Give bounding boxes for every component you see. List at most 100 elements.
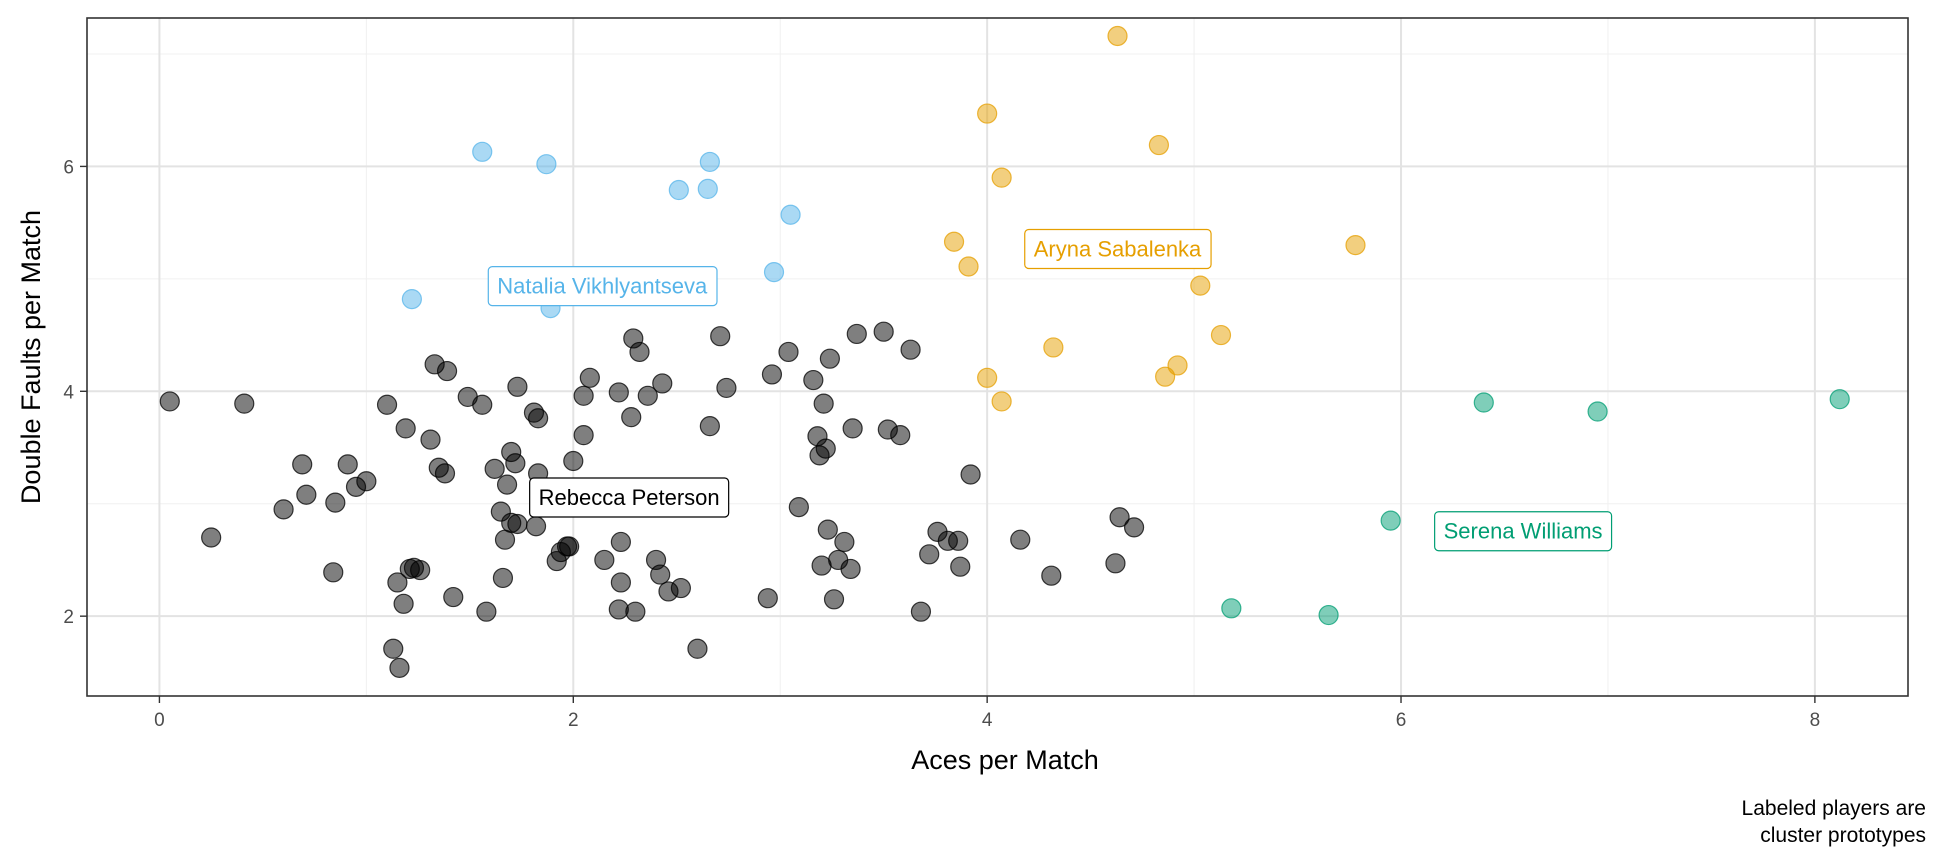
- data-point: [573, 385, 594, 406]
- data-point: [1380, 510, 1401, 531]
- label-text: Serena Williams: [1444, 519, 1603, 544]
- data-point: [813, 393, 834, 414]
- data-point: [476, 601, 497, 622]
- data-point: [436, 360, 458, 382]
- data-point: [697, 178, 718, 200]
- data-point: [652, 373, 673, 394]
- data-point: [273, 499, 294, 520]
- data-point: [788, 497, 809, 518]
- data-point: [610, 531, 631, 553]
- data-point: [1318, 604, 1339, 626]
- data-point: [496, 474, 518, 495]
- data-point: [505, 453, 526, 474]
- data-point: [376, 394, 398, 415]
- data-point: [943, 231, 965, 252]
- data-point: [900, 339, 921, 360]
- label-box: [1024, 228, 1212, 270]
- data-point: [1221, 598, 1242, 619]
- data-point: [234, 393, 255, 414]
- data-point: [958, 256, 979, 277]
- data-point: [910, 601, 932, 622]
- data-point: [484, 458, 505, 479]
- data-point: [991, 167, 1012, 188]
- data-point: [325, 492, 346, 513]
- data-point: [443, 586, 464, 608]
- data-point: [991, 391, 1012, 412]
- data-point: [948, 530, 969, 551]
- data-point: [842, 418, 863, 439]
- data-point: [1043, 337, 1064, 358]
- data-point: [817, 519, 838, 540]
- data-point: [356, 471, 377, 492]
- data-point: [1107, 25, 1128, 47]
- data-point: [846, 323, 867, 345]
- data-point: [840, 558, 861, 580]
- data-point: [1010, 529, 1031, 550]
- prototype-label: Natalia Vikhlyantseva: [487, 266, 718, 307]
- data-point: [1105, 553, 1126, 574]
- data-point: [559, 536, 580, 557]
- data-point: [383, 638, 404, 659]
- data-point: [668, 179, 689, 201]
- data-point: [761, 364, 783, 385]
- data-point: [608, 599, 629, 620]
- data-point: [472, 141, 493, 162]
- prototype-label: Aryna Sabalenka: [1024, 228, 1212, 270]
- prototype-label: Rebecca Peterson: [529, 477, 730, 518]
- x-tick-label: 6: [1396, 710, 1407, 731]
- data-point: [977, 367, 998, 388]
- label-box: [1434, 511, 1613, 552]
- data-point: [873, 321, 894, 342]
- data-point: [1829, 389, 1850, 410]
- data-point: [579, 367, 600, 388]
- data-point: [1041, 565, 1062, 586]
- data-point: [670, 577, 691, 599]
- label-box: [529, 477, 730, 518]
- data-point: [1210, 324, 1232, 346]
- data-point: [410, 559, 431, 581]
- x-tick-label: 4: [982, 710, 993, 731]
- data-point: [159, 391, 180, 412]
- prototype-labels: Natalia Vikhlyantseva Aryna Sabalenka Rebe…: [487, 228, 1613, 552]
- data-point: [977, 103, 998, 124]
- data-point: [393, 593, 414, 614]
- x-tick-label: 2: [568, 710, 579, 731]
- data-point: [699, 151, 720, 173]
- data-point: [834, 531, 855, 553]
- data-point: [608, 382, 629, 403]
- gridlines: [87, 18, 1908, 696]
- data-point: [960, 464, 981, 485]
- data-point: [1109, 507, 1130, 528]
- data-point: [1587, 401, 1608, 422]
- data-point: [803, 369, 824, 391]
- data-point: [434, 463, 456, 484]
- data-point: [1167, 355, 1188, 376]
- data-point: [292, 454, 313, 475]
- data-point: [401, 288, 422, 310]
- data-point: [573, 425, 594, 446]
- data-point: [763, 262, 785, 283]
- data-point: [710, 326, 731, 347]
- x-axis-title: Aces per Match: [911, 745, 1099, 775]
- data-point: [716, 377, 737, 399]
- data-point: [637, 385, 658, 406]
- data-point: [296, 484, 317, 505]
- label-text: Aryna Sabalenka: [1034, 236, 1202, 261]
- data-point: [494, 529, 516, 550]
- data-point: [1345, 235, 1366, 256]
- label-text: Rebecca Peterson: [539, 485, 720, 510]
- data-point: [780, 204, 801, 225]
- data-point: [323, 562, 344, 583]
- data-point: [389, 657, 410, 678]
- plot-panel-border: [86, 17, 1909, 697]
- data-point: [699, 416, 720, 437]
- x-tick-label: 0: [154, 710, 165, 731]
- data-point: [778, 341, 799, 363]
- data-point: [610, 572, 631, 593]
- data-point: [890, 425, 911, 446]
- data-point: [201, 527, 222, 548]
- data-point: [528, 408, 549, 429]
- data-point: [507, 513, 528, 535]
